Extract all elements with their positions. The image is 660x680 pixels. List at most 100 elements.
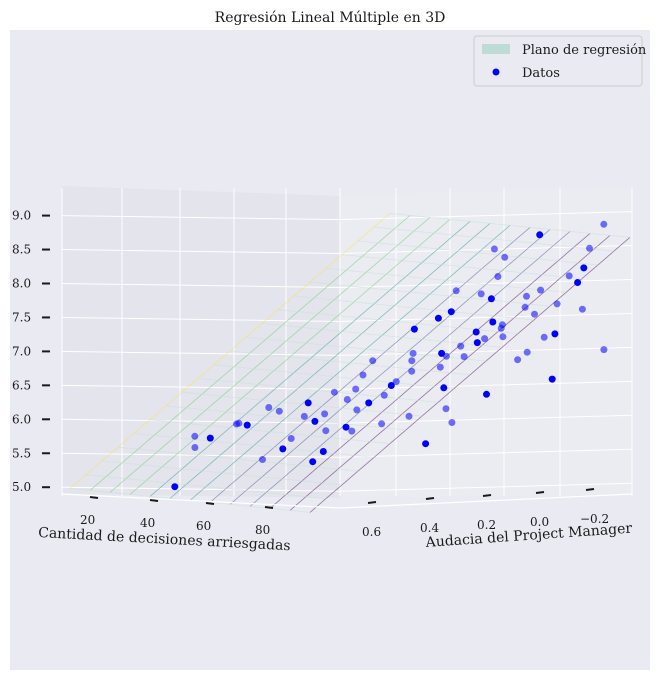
data-point xyxy=(171,483,179,491)
data-point xyxy=(378,420,386,428)
data-point xyxy=(409,349,417,357)
x-tick-label: 40 xyxy=(140,516,155,530)
x-tick-mark xyxy=(205,502,215,505)
plane-mesh-line xyxy=(117,446,359,472)
data-point xyxy=(365,399,373,407)
data-point xyxy=(586,244,593,252)
grid-line-z xyxy=(339,346,633,356)
plane-mesh-line xyxy=(309,281,551,307)
floor-edge xyxy=(61,493,633,509)
regression-plane xyxy=(69,213,631,513)
data-point xyxy=(311,417,319,425)
data-point xyxy=(460,353,468,361)
data-point xyxy=(531,310,538,318)
data-point xyxy=(489,318,497,326)
data-point xyxy=(574,279,582,286)
data-point xyxy=(410,325,418,333)
axes-ticks: 5.0 5.5 6.0 6.5 7.0 7.5 8.0 8.5 9.0 20 40 60 80 0.6 0.… xyxy=(12,209,633,539)
grid-line-z xyxy=(339,414,633,424)
grid-line-z xyxy=(61,316,341,322)
data-point xyxy=(233,420,240,428)
data-point xyxy=(408,367,416,375)
grid-line-z xyxy=(61,282,341,288)
legend-data-marker xyxy=(492,68,500,76)
data-point xyxy=(279,445,287,453)
data-point xyxy=(353,406,361,414)
x-tick-label: 60 xyxy=(196,519,211,533)
data-point xyxy=(473,339,481,347)
grid-line-z xyxy=(339,448,633,458)
data-point xyxy=(319,448,327,455)
data-point xyxy=(343,396,351,403)
data-point xyxy=(600,220,608,228)
data-point xyxy=(448,419,456,426)
x-tick-label: 80 xyxy=(255,523,270,537)
data-point xyxy=(422,440,430,448)
data-point xyxy=(481,335,489,343)
data-point xyxy=(600,346,608,354)
data-point xyxy=(434,314,442,322)
plane-mesh-line xyxy=(165,405,407,431)
data-point xyxy=(369,357,377,365)
z-tick-label: 7.5 xyxy=(12,310,31,324)
data-point xyxy=(440,384,448,392)
y-tick-label: 0.2 xyxy=(477,518,496,532)
y-tick-mark xyxy=(367,501,377,504)
plane-mesh-line xyxy=(341,254,583,279)
data-point xyxy=(452,287,460,295)
plane-mesh-line xyxy=(293,295,535,321)
data-point xyxy=(565,272,573,280)
data-point xyxy=(275,407,283,415)
x-tick-mark xyxy=(89,496,99,499)
data-point xyxy=(578,305,586,313)
data-point xyxy=(359,371,367,379)
z-tick-label: 6.5 xyxy=(12,378,31,392)
data-point xyxy=(472,328,480,336)
grid-line-z xyxy=(61,350,341,356)
grid-line-z xyxy=(339,380,633,390)
data-point xyxy=(309,458,317,466)
data-point xyxy=(304,399,312,407)
data-point xyxy=(523,292,530,300)
data-point xyxy=(494,273,502,280)
data-point xyxy=(438,349,446,357)
data-point xyxy=(514,356,522,364)
data-point xyxy=(457,342,465,350)
data-point xyxy=(536,231,544,239)
legend-plane-swatch xyxy=(482,44,510,54)
grid-line-z xyxy=(61,486,341,492)
data-point xyxy=(330,388,338,396)
data-point xyxy=(523,348,531,356)
y-tick-label: −0.2 xyxy=(580,512,609,526)
data-point xyxy=(580,264,588,272)
y-tick-mark xyxy=(535,491,545,494)
legend-frame xyxy=(473,35,643,87)
data-point xyxy=(300,412,308,420)
data-point xyxy=(551,330,559,338)
data-point xyxy=(521,303,529,311)
data-point xyxy=(408,357,416,365)
z-tick-label: 5.0 xyxy=(12,480,31,494)
x-tick-label: 20 xyxy=(80,513,95,527)
grid-line-z xyxy=(61,418,341,424)
grid-line-z xyxy=(61,215,341,221)
plane-mesh-line xyxy=(133,433,375,458)
y-tick-mark xyxy=(585,488,595,491)
data-point xyxy=(540,333,548,341)
z-tick-label: 7.0 xyxy=(12,344,31,358)
data-point xyxy=(537,286,545,294)
grid-line-z xyxy=(339,211,633,221)
data-point xyxy=(191,444,199,451)
y-tick-mark xyxy=(425,497,435,500)
data-point xyxy=(490,245,498,253)
data-point xyxy=(436,363,444,371)
legend: Plano de regresión Datos xyxy=(473,35,647,87)
z-tick-label: 6.0 xyxy=(12,412,31,426)
data-point xyxy=(499,333,507,341)
data-point xyxy=(265,404,273,411)
x-tick-mark xyxy=(264,506,274,509)
plane-mesh-line xyxy=(325,268,567,293)
data-points xyxy=(171,220,608,491)
plane-mesh-line xyxy=(181,391,423,417)
data-point xyxy=(447,308,455,316)
